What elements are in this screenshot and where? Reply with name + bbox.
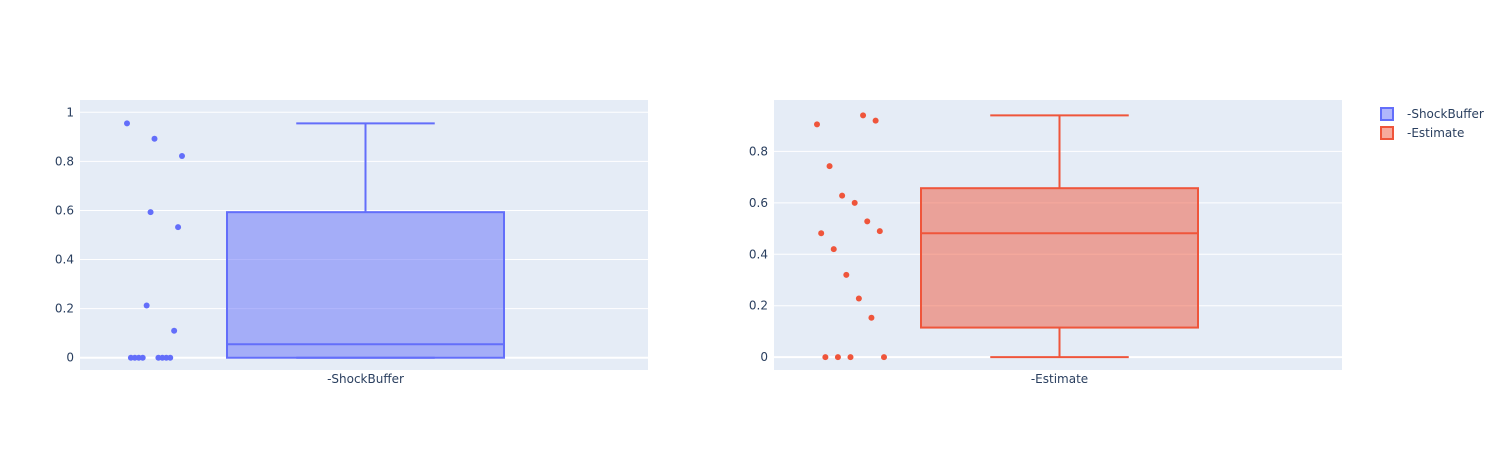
data-point: [143, 302, 150, 309]
data-point: [864, 218, 871, 225]
y-tick-label: 1: [66, 105, 74, 119]
data-point: [179, 152, 185, 159]
y-tick-label: 0: [760, 350, 768, 364]
legend-swatch: [1380, 126, 1394, 140]
data-point: [830, 246, 837, 253]
iqr-box: [920, 187, 1199, 329]
iqr-box: [226, 211, 505, 359]
y-tick-label: 0.8: [55, 154, 74, 168]
legend-label: -ShockBuffer: [1407, 107, 1484, 121]
y-tick-label: 0.6: [55, 203, 74, 217]
data-point: [834, 354, 841, 361]
x-tick-label: -Estimate: [1031, 372, 1088, 386]
legend-swatch: [1380, 107, 1394, 121]
y-tick-label: 0.6: [749, 196, 768, 210]
y-tick-label: 0: [66, 351, 74, 365]
legend-label: -Estimate: [1407, 126, 1464, 140]
data-point: [855, 295, 862, 302]
data-point: [127, 354, 134, 361]
data-point: [868, 314, 875, 321]
data-point: [124, 120, 130, 127]
plot-panel-1: 0 0.2 0.4 0.6 0.8 1 -ShockBuffer: [55, 100, 648, 386]
data-point: [814, 121, 820, 128]
data-point: [847, 354, 854, 361]
data-point: [860, 112, 867, 119]
plot-panel-2: 0 0.2 0.4 0.6 0.8 -Estimate: [749, 100, 1342, 386]
data-point: [822, 354, 829, 361]
x-tick-label: -ShockBuffer: [327, 372, 404, 386]
y-tick-label: 0.2: [749, 299, 768, 313]
data-point: [872, 117, 879, 124]
data-point: [876, 228, 883, 235]
y-tick-label: 0.2: [55, 302, 74, 316]
y-tick-label: 0.4: [749, 247, 768, 261]
data-point: [151, 135, 158, 142]
y-tick-label: 0.4: [55, 253, 74, 267]
data-point: [155, 354, 162, 361]
data-point: [826, 163, 833, 170]
legend: -ShockBuffer -Estimate: [1380, 107, 1484, 140]
y-tick-label: 0.8: [749, 144, 768, 158]
data-point: [175, 224, 182, 231]
data-point: [839, 192, 846, 199]
data-point: [851, 199, 858, 206]
data-point: [818, 230, 825, 237]
data-point: [881, 354, 887, 361]
data-point: [843, 271, 850, 278]
data-point: [147, 209, 154, 216]
data-point: [171, 327, 178, 334]
